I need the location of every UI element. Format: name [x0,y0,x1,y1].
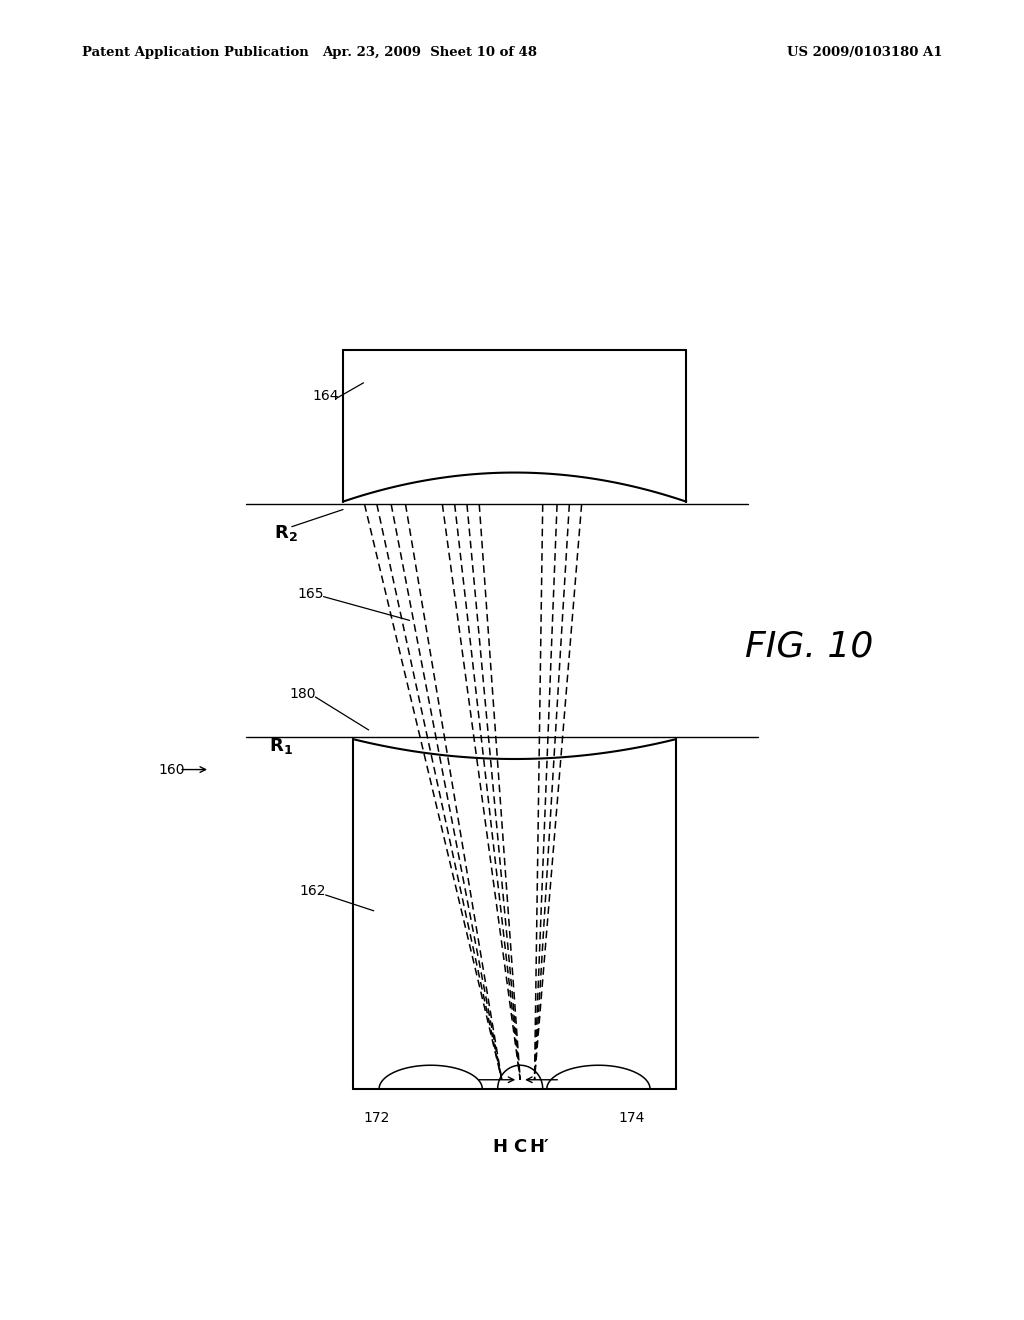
Text: 172: 172 [364,1111,390,1126]
Text: H: H [493,1138,507,1156]
Text: Apr. 23, 2009  Sheet 10 of 48: Apr. 23, 2009 Sheet 10 of 48 [323,46,538,59]
Text: 180: 180 [290,688,316,701]
Text: 174: 174 [618,1111,645,1126]
Text: $\mathbf{R_2}$: $\mathbf{R_2}$ [274,523,298,544]
Text: H′: H′ [529,1138,550,1156]
Text: 164: 164 [312,389,339,403]
Text: C: C [514,1138,526,1156]
Text: 165: 165 [297,587,324,601]
Text: 162: 162 [299,884,326,898]
Text: FIG. 10: FIG. 10 [744,630,873,664]
Text: US 2009/0103180 A1: US 2009/0103180 A1 [786,46,942,59]
Text: 160: 160 [159,763,185,776]
Text: Patent Application Publication: Patent Application Publication [82,46,308,59]
Text: $\mathbf{R_1}$: $\mathbf{R_1}$ [269,735,293,756]
